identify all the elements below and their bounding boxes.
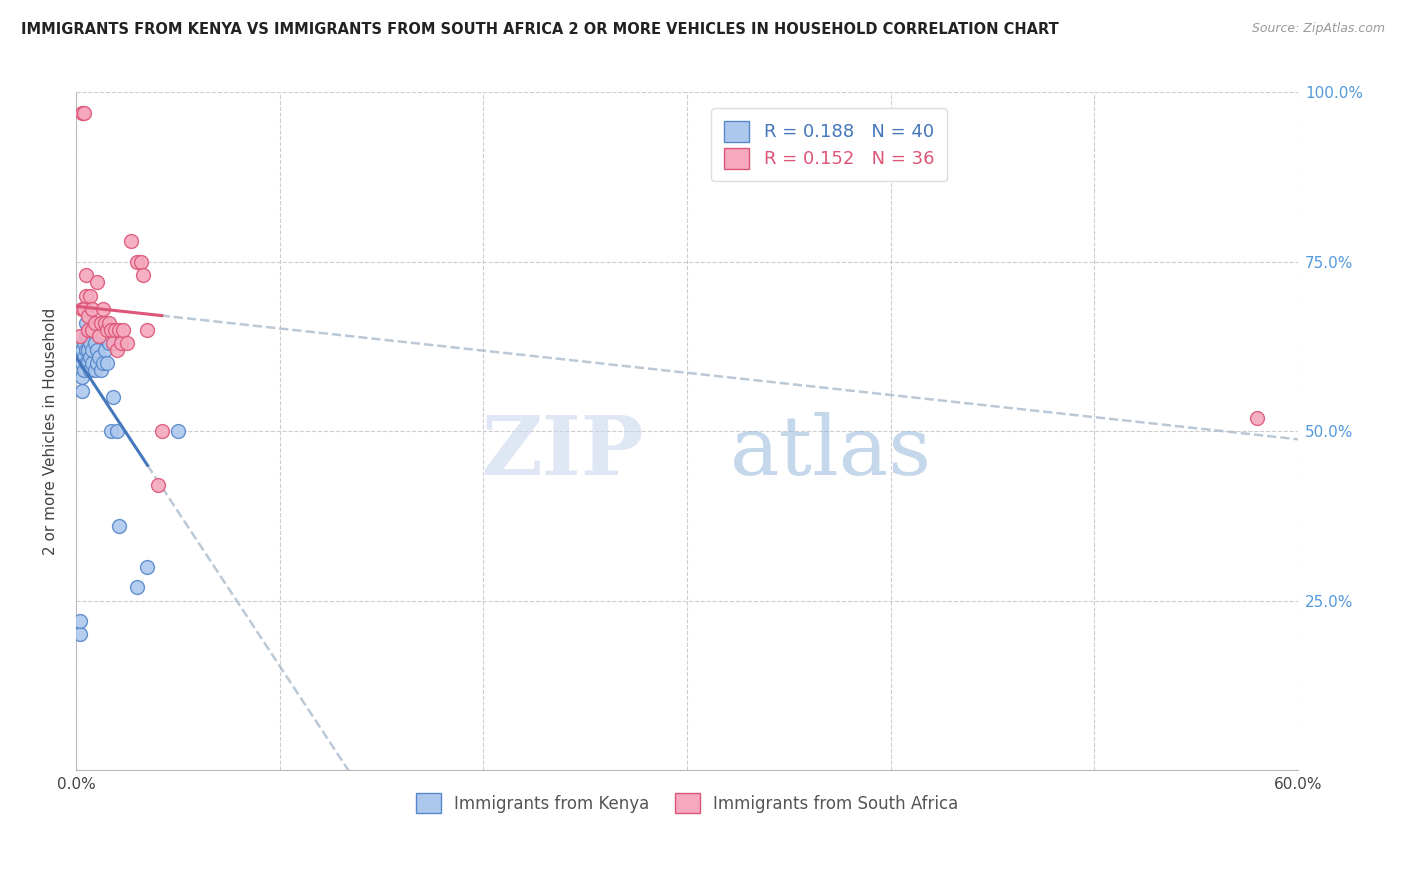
Text: Source: ZipAtlas.com: Source: ZipAtlas.com <box>1251 22 1385 36</box>
Point <box>101 336 124 351</box>
Point <box>150 424 173 438</box>
Point <box>101 390 124 404</box>
Point <box>132 268 155 283</box>
Point <box>127 580 149 594</box>
Point <box>82 302 104 317</box>
Point <box>110 336 132 351</box>
Point <box>75 329 97 343</box>
Point <box>167 424 190 438</box>
Point <box>87 329 110 343</box>
Point <box>82 343 104 357</box>
Legend: Immigrants from Kenya, Immigrants from South Africa: Immigrants from Kenya, Immigrants from S… <box>406 783 969 822</box>
Point <box>79 336 101 351</box>
Point <box>82 356 104 370</box>
Point <box>120 235 142 249</box>
Text: IMMIGRANTS FROM KENYA VS IMMIGRANTS FROM SOUTH AFRICA 2 OR MORE VEHICLES IN HOUS: IMMIGRANTS FROM KENYA VS IMMIGRANTS FROM… <box>21 22 1059 37</box>
Point <box>91 302 114 317</box>
Point <box>108 519 131 533</box>
Point <box>108 322 131 336</box>
Point <box>100 322 122 336</box>
Point <box>73 105 96 120</box>
Point <box>93 343 115 357</box>
Text: atlas: atlas <box>730 411 932 491</box>
Point <box>87 350 110 364</box>
Point <box>90 363 112 377</box>
Point <box>79 350 101 364</box>
Y-axis label: 2 or more Vehicles in Household: 2 or more Vehicles in Household <box>44 308 58 555</box>
Point <box>127 254 149 268</box>
Point <box>90 316 112 330</box>
Point <box>73 336 96 351</box>
Point <box>72 105 94 120</box>
Point <box>115 336 138 351</box>
Point <box>79 363 101 377</box>
Point <box>77 343 100 357</box>
Point <box>75 288 97 302</box>
Point <box>77 309 100 323</box>
Point <box>79 322 101 336</box>
Point <box>72 343 94 357</box>
Text: ZIP: ZIP <box>482 411 644 491</box>
Point <box>75 316 97 330</box>
Point <box>75 268 97 283</box>
Point <box>77 356 100 370</box>
Point <box>136 322 159 336</box>
Point <box>100 424 122 438</box>
Point <box>86 356 108 370</box>
Point <box>131 254 153 268</box>
Point <box>136 559 159 574</box>
Point <box>86 343 108 357</box>
Point <box>97 316 120 330</box>
Point <box>73 363 96 377</box>
Point <box>104 322 127 336</box>
Point <box>83 363 105 377</box>
Point <box>72 370 94 384</box>
Point <box>69 614 91 628</box>
Point <box>77 322 100 336</box>
Point <box>1246 410 1268 425</box>
Point <box>96 322 118 336</box>
Point <box>75 356 97 370</box>
Point <box>75 302 97 317</box>
Point <box>79 288 101 302</box>
Point <box>82 322 104 336</box>
Point <box>72 356 94 370</box>
Point <box>97 336 120 351</box>
Point <box>83 316 105 330</box>
Point <box>69 627 91 641</box>
Point <box>86 275 108 289</box>
Point <box>96 356 118 370</box>
Point <box>72 302 94 317</box>
Point <box>73 350 96 364</box>
Point <box>93 316 115 330</box>
Point <box>77 329 100 343</box>
Point <box>75 343 97 357</box>
Point <box>73 302 96 317</box>
Point <box>91 356 114 370</box>
Point <box>72 384 94 398</box>
Point <box>105 424 128 438</box>
Point <box>146 478 169 492</box>
Point <box>111 322 134 336</box>
Point <box>105 343 128 357</box>
Point <box>69 329 91 343</box>
Point <box>83 336 105 351</box>
